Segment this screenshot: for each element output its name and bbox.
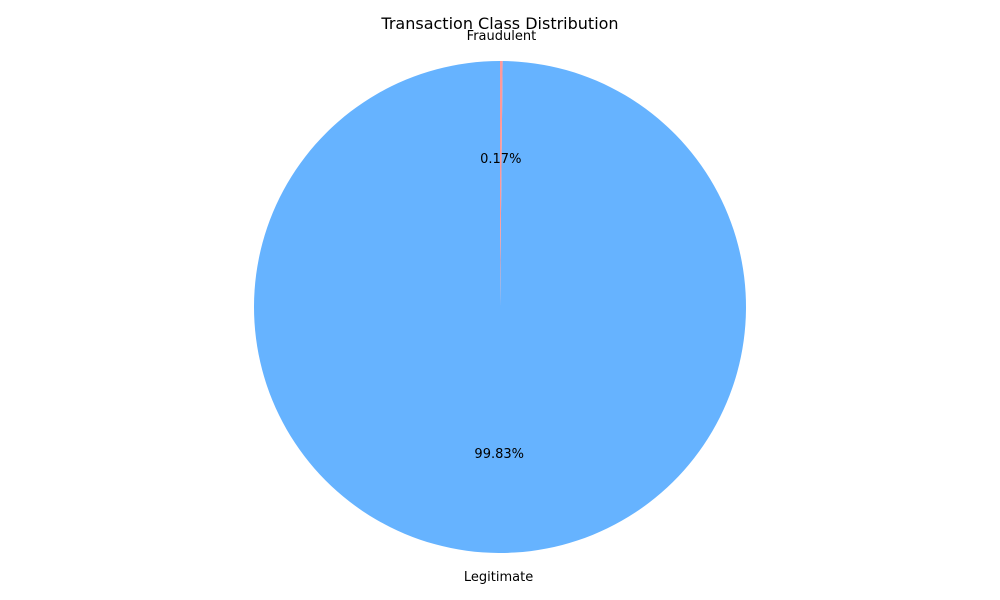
slice-label-legitimate: Legitimate xyxy=(464,570,533,585)
pct-label-fraudulent: 0.17% xyxy=(480,152,521,167)
pie-slices xyxy=(253,61,746,553)
pie-labels: Legitimate 99.83% Fraudulent 0.17% xyxy=(464,29,536,585)
chart-title: Transaction Class Distribution xyxy=(380,14,618,33)
pie-slice-fraudulent xyxy=(500,61,503,307)
pct-label-legitimate: 99.83% xyxy=(474,447,524,462)
pie-slice-legitimate xyxy=(253,61,746,553)
slice-label-fraudulent: Fraudulent xyxy=(467,29,537,44)
